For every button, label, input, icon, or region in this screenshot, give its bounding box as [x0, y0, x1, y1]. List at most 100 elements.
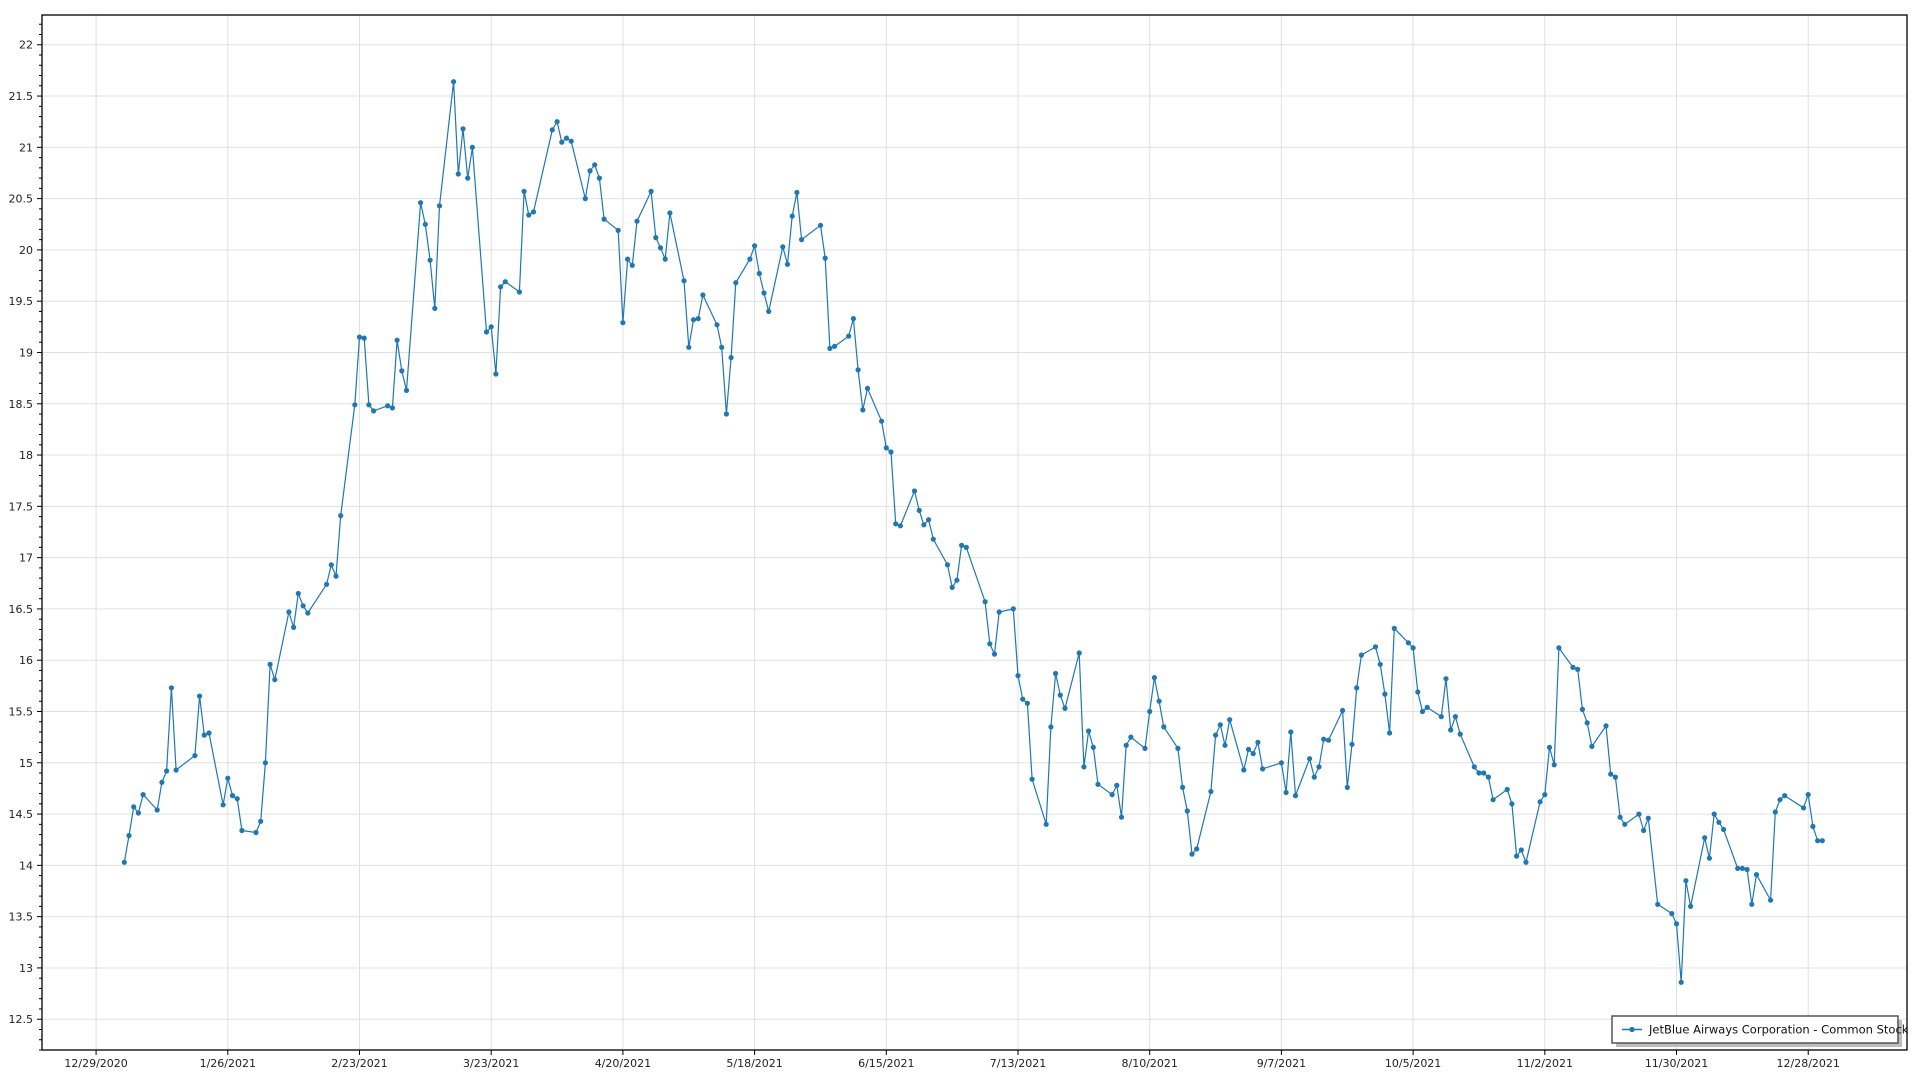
- data-point: [1617, 814, 1623, 820]
- data-point: [1608, 771, 1614, 777]
- data-point: [1029, 776, 1035, 782]
- data-point: [747, 256, 753, 262]
- data-point: [1288, 729, 1294, 735]
- data-point: [549, 127, 555, 133]
- data-point: [197, 693, 203, 699]
- data-point: [272, 677, 278, 683]
- data-point: [1452, 714, 1458, 720]
- data-point: [361, 335, 367, 341]
- data-point: [827, 345, 833, 351]
- data-point: [286, 609, 292, 615]
- legend-label: JetBlue Airways Corporation - Common Sto…: [1648, 1023, 1909, 1037]
- data-point: [1189, 851, 1195, 857]
- data-point: [521, 188, 527, 194]
- data-point: [1180, 784, 1186, 791]
- data-point: [982, 599, 988, 605]
- data-point: [996, 609, 1002, 615]
- data-point: [1184, 808, 1190, 814]
- data-point: [991, 651, 998, 657]
- data-point: [1612, 774, 1618, 780]
- series-line: [123, 81, 1823, 983]
- data-point: [1147, 708, 1153, 715]
- data-point: [1128, 734, 1134, 740]
- data-point: [1354, 685, 1360, 691]
- data-point: [1151, 675, 1157, 681]
- data-point: [1118, 814, 1125, 820]
- data-point: [1777, 797, 1783, 803]
- data-point: [596, 175, 603, 181]
- x-tick-label: 5/18/2021: [726, 1057, 782, 1070]
- data-point: [1156, 698, 1162, 704]
- x-tick-label: 11/30/2021: [1645, 1057, 1708, 1070]
- data-point: [229, 793, 236, 799]
- data-point: [1556, 645, 1562, 651]
- data-point: [258, 818, 264, 824]
- data-point: [1217, 722, 1223, 728]
- data-point: [625, 256, 631, 262]
- data-point: [1255, 739, 1261, 745]
- data-point: [1716, 819, 1722, 825]
- data-point: [1636, 811, 1642, 817]
- data-point: [469, 144, 475, 150]
- data-point: [192, 753, 198, 759]
- data-point: [1048, 724, 1054, 730]
- data-point: [1062, 705, 1068, 712]
- data-point: [1481, 770, 1487, 776]
- data-point: [1768, 897, 1774, 903]
- data-point: [418, 200, 424, 206]
- data-point: [291, 624, 297, 631]
- data-point: [1735, 865, 1741, 872]
- data-point: [159, 779, 165, 785]
- data-point: [121, 859, 127, 865]
- data-point: [653, 235, 659, 241]
- data-point: [1250, 751, 1256, 757]
- data-point: [1490, 797, 1496, 803]
- data-point: [164, 768, 170, 774]
- data-point: [733, 280, 739, 286]
- data-point: [338, 513, 344, 519]
- data-point: [493, 371, 499, 377]
- data-point: [1810, 823, 1816, 830]
- x-tick-label: 10/5/2021: [1385, 1057, 1441, 1070]
- data-point: [1424, 704, 1430, 711]
- y-tick-label: 14: [19, 859, 33, 872]
- x-tick-label: 2/23/2021: [331, 1057, 387, 1070]
- data-point: [554, 119, 560, 125]
- y-tick-label: 16.5: [9, 603, 34, 616]
- data-point: [1372, 644, 1379, 650]
- axes: 12.5 13 13.5 14 14.5 15 15.5 16 16.5 17 17.5 18 18.5…: [9, 14, 1908, 1070]
- y-tick-label: 15: [19, 757, 33, 770]
- data-point: [427, 257, 433, 263]
- data-point: [1076, 650, 1082, 656]
- y-tick-label: 18.5: [9, 398, 34, 411]
- data-point: [601, 216, 607, 222]
- data-point: [1749, 901, 1755, 907]
- data-point: [1358, 652, 1364, 658]
- data-point: [1782, 793, 1788, 799]
- data-point: [300, 603, 306, 609]
- data-point: [498, 284, 504, 290]
- data-point: [700, 292, 706, 298]
- x-tick-label: 9/7/2021: [1257, 1057, 1306, 1070]
- data-point: [1405, 640, 1411, 646]
- data-point: [582, 196, 588, 202]
- data-point: [949, 584, 955, 591]
- data-point: [154, 807, 160, 813]
- data-point: [930, 536, 936, 542]
- data-point: [201, 732, 207, 738]
- data-point: [1739, 865, 1745, 872]
- data-point: [239, 827, 245, 834]
- data-point: [1382, 691, 1388, 697]
- data-point: [959, 542, 965, 548]
- data-point: [399, 368, 405, 374]
- data-point: [1753, 872, 1760, 878]
- y-tick-label: 21: [19, 141, 33, 154]
- data-point: [1673, 921, 1680, 927]
- data-point: [403, 387, 410, 393]
- data-point: [817, 222, 824, 228]
- data-point: [483, 329, 490, 335]
- data-point: [1241, 767, 1247, 773]
- y-tick-label: 17: [19, 552, 33, 565]
- data-point: [1081, 764, 1087, 770]
- data-point: [719, 344, 725, 350]
